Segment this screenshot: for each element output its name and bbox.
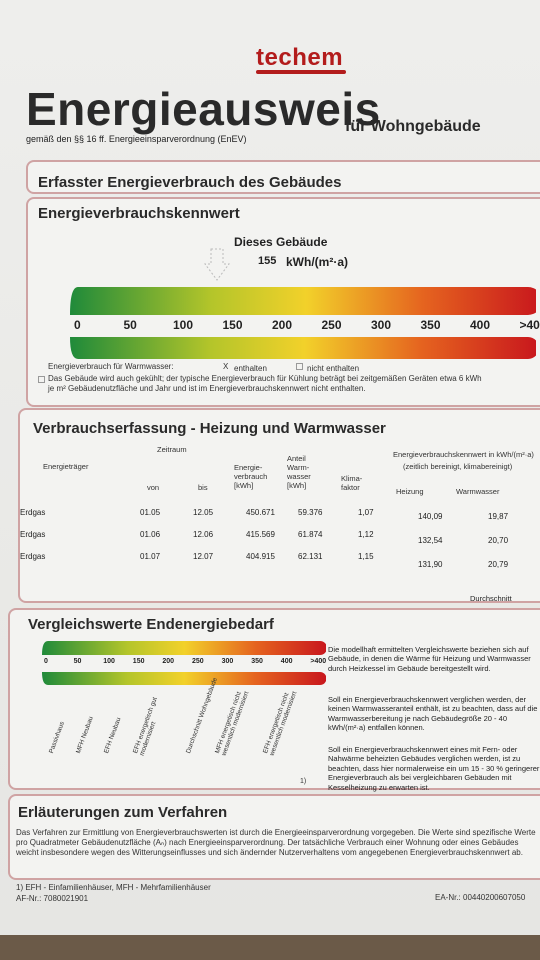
section-title: Erfasster Energieverbrauch des Gebäudes xyxy=(38,174,342,191)
note-paragraph: Die modellhaft ermittelten Vergleichswer… xyxy=(328,645,531,673)
scale-label: 250 xyxy=(192,658,204,665)
table-cell: 62.131 xyxy=(298,552,323,561)
scale-label: 100 xyxy=(103,658,115,665)
table-cell: 1,12 xyxy=(358,530,374,539)
header-cell: Zeitraum xyxy=(157,445,187,454)
scale-label: 0 xyxy=(74,318,81,332)
table-cell: 132,54 xyxy=(418,536,443,545)
scale-label: 100 xyxy=(173,318,194,332)
table-cell: 450.671 xyxy=(246,508,275,517)
table-cell: Erdgas xyxy=(20,530,46,539)
scale-label: 350 xyxy=(251,658,263,665)
scale-label: >400 xyxy=(519,318,540,332)
header-cell: Warmwasser xyxy=(456,487,500,496)
table-cell: Erdgas xyxy=(20,552,46,561)
header-cell: Anteil Warm-wasser [kWh] xyxy=(287,454,311,490)
warmwater-label: Energieverbrauch für Warmwasser: xyxy=(48,362,174,371)
table-cell: 131,90 xyxy=(418,560,443,569)
footnote: 1) EFH - Einfamilienhäuser, MFH - Mehrfa… xyxy=(16,883,211,892)
table-cell: 12.06 xyxy=(193,530,214,539)
scale-band-top xyxy=(70,287,536,315)
scale-label: 250 xyxy=(321,318,342,332)
table-cell: Erdgas xyxy=(20,508,46,517)
energy-scale xyxy=(70,287,536,359)
note-paragraph: Soll ein Energieverbrauchskennwert vergl… xyxy=(328,695,538,733)
scale-band-bottom xyxy=(70,337,536,359)
scale-label: 350 xyxy=(420,318,441,332)
table-cell: 20,70 xyxy=(488,536,509,545)
scale-label: 300 xyxy=(221,658,234,665)
note-paragraph: Soll ein Energieverbrauchskennwert eines… xyxy=(328,745,540,792)
logo-underline xyxy=(256,70,346,74)
scale-band-bottom xyxy=(42,672,326,685)
header-cell: Energieverbrauchskennwert in kWh/(m²·a) xyxy=(393,450,534,459)
scale-label: 50 xyxy=(123,318,137,332)
scale-label: 400 xyxy=(280,658,293,665)
table-cell: 59.376 xyxy=(298,508,323,517)
header-cell: Klima-faktor xyxy=(341,474,363,492)
table-cell: 01.06 xyxy=(140,530,161,539)
title-suffix: für Wohngebäude xyxy=(345,118,481,135)
comparison-scale xyxy=(42,641,326,685)
building-value: 155 xyxy=(258,255,277,267)
header-cell: bis xyxy=(198,483,208,492)
scale-label: 0 xyxy=(44,658,48,665)
table-cell: 1,15 xyxy=(358,552,374,561)
building-unit: kWh/(m²·a) xyxy=(286,255,348,269)
recording-title: Verbrauchserfassung - Heizung und Warmwa… xyxy=(33,420,386,437)
table-cell: 20,79 xyxy=(488,560,509,569)
logo: techem xyxy=(256,44,344,71)
table-cell: 404.915 xyxy=(246,552,275,561)
table-cell: 1,07 xyxy=(358,508,374,517)
included-label: enthalten xyxy=(234,364,267,373)
footnote-mark: 1) xyxy=(300,778,307,785)
af-number: AF-Nr.: 7080021901 xyxy=(16,894,89,903)
scale-label: >400 xyxy=(310,658,327,665)
checkbox-mark: X xyxy=(223,362,229,371)
title: Energieausweis xyxy=(26,83,381,135)
table-cell: 01.05 xyxy=(140,508,161,517)
header-cell: Energie-verbrauch [kWh] xyxy=(234,463,268,490)
arrow-shape xyxy=(204,248,230,281)
comparison-box xyxy=(8,608,540,790)
scale-label: 200 xyxy=(272,318,293,332)
procedure-text: Das Verfahren zur Ermittlung von Energie… xyxy=(16,828,536,857)
procedure-title: Erläuterungen zum Verfahren xyxy=(18,804,228,821)
table-cell: 12.05 xyxy=(193,508,214,517)
cooling-note: Das Gebäude wird auch gekühlt; der typis… xyxy=(48,374,482,393)
table-cell: 140,09 xyxy=(418,512,443,521)
table-cell: 01.07 xyxy=(140,552,161,561)
ea-number: EA-Nr.: 00440200607050 xyxy=(435,893,526,902)
header-cell: von xyxy=(147,483,160,492)
kennwert-title: Energieverbrauchskennwert xyxy=(38,205,240,222)
recording-box xyxy=(18,408,540,603)
scale-label: 300 xyxy=(371,318,392,332)
checkbox xyxy=(296,363,303,370)
building-label: Dieses Gebäude xyxy=(234,235,328,249)
section-box xyxy=(26,160,540,194)
scale-label: 150 xyxy=(132,658,145,665)
header-cell: Energieträger xyxy=(43,462,89,471)
marker-arrow xyxy=(204,248,230,281)
scale-band-top xyxy=(42,641,326,655)
scale-label: 200 xyxy=(162,658,175,665)
table-cell: 19,87 xyxy=(488,512,509,521)
header-cell: (zeitlich bereinigt, klimabereinigt) xyxy=(403,462,513,471)
average-label: Durchschnitt xyxy=(470,594,512,603)
document: techem Energieausweis für Wohngebäude ge… xyxy=(0,0,540,935)
legal-basis: gemäß den §§ 16 ff. Energieeinsparverord… xyxy=(26,134,247,144)
scale-label: 150 xyxy=(222,318,243,332)
scale-label: 400 xyxy=(470,318,491,332)
table-cell: 415.569 xyxy=(246,530,275,539)
header-cell: Heizung xyxy=(396,487,424,496)
table-cell: 61.874 xyxy=(298,530,323,539)
comparison-title: Vergleichswerte Endenergiebedarf xyxy=(28,616,274,633)
table-cell: 12.07 xyxy=(193,552,214,561)
scale-label: 50 xyxy=(73,658,82,665)
procedure-box xyxy=(8,794,540,880)
checkbox xyxy=(38,376,45,383)
not-included-label: nicht enthalten xyxy=(307,364,360,373)
